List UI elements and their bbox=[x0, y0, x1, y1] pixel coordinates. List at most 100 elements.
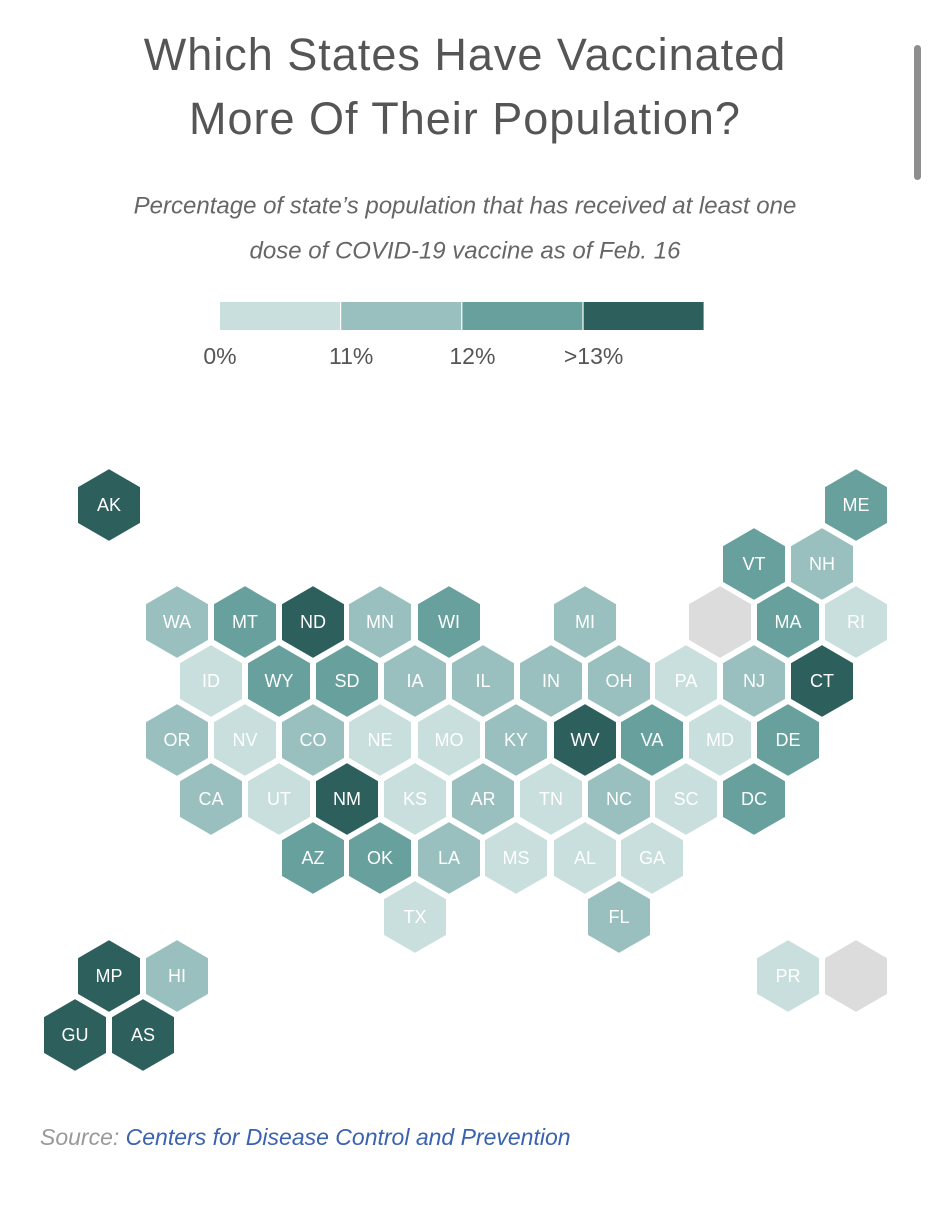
state-hex bbox=[75, 936, 143, 1016]
state-hex bbox=[686, 582, 754, 662]
state-hex bbox=[720, 641, 788, 721]
source-link[interactable]: Centers for Disease Control and Preventi… bbox=[126, 1124, 571, 1150]
state-hex bbox=[211, 700, 279, 780]
state-hex bbox=[720, 524, 788, 604]
state-label: DE bbox=[775, 730, 800, 750]
legend-swatch bbox=[220, 302, 340, 330]
state-label: WV bbox=[571, 730, 600, 750]
state-hex bbox=[585, 641, 653, 721]
state-hex bbox=[279, 700, 347, 780]
state-hex bbox=[279, 818, 347, 898]
state-hex bbox=[381, 759, 449, 839]
state-hex bbox=[313, 759, 381, 839]
state-hex bbox=[41, 995, 109, 1075]
state-hex bbox=[822, 582, 890, 662]
legend-label: >13% bbox=[564, 343, 623, 369]
state-hex bbox=[381, 641, 449, 721]
state-label: OK bbox=[367, 848, 393, 868]
state-label: PA bbox=[675, 671, 698, 691]
state-hex bbox=[313, 641, 381, 721]
state-label: AK bbox=[97, 495, 121, 515]
legend-label: 11% bbox=[329, 343, 373, 369]
state-hex bbox=[754, 700, 822, 780]
state-hex bbox=[822, 936, 890, 1016]
state-label: AL bbox=[574, 848, 596, 868]
state-label: HI bbox=[168, 966, 186, 986]
state-label: IA bbox=[406, 671, 423, 691]
state-label: WI bbox=[438, 612, 460, 632]
state-label: CO bbox=[300, 730, 327, 750]
state-label: OR bbox=[164, 730, 191, 750]
state-label: MS bbox=[503, 848, 530, 868]
state-label: MT bbox=[232, 612, 258, 632]
state-hex bbox=[245, 759, 313, 839]
state-hex bbox=[754, 582, 822, 662]
legend-label: 12% bbox=[449, 343, 495, 369]
state-label: NC bbox=[606, 789, 632, 809]
state-hex bbox=[482, 700, 550, 780]
state-label: LA bbox=[438, 848, 460, 868]
state-label: MI bbox=[575, 612, 595, 632]
state-hex bbox=[245, 641, 313, 721]
state-hex bbox=[585, 877, 653, 957]
legend-label: 0% bbox=[203, 343, 236, 369]
state-hex bbox=[346, 700, 414, 780]
state-label: PR bbox=[775, 966, 800, 986]
state-hex bbox=[754, 936, 822, 1016]
state-hex bbox=[482, 818, 550, 898]
state-hex bbox=[652, 641, 720, 721]
state-hex bbox=[517, 759, 585, 839]
state-hex bbox=[177, 759, 245, 839]
scrollbar bbox=[914, 45, 921, 180]
state-label: ID bbox=[202, 671, 220, 691]
state-hex bbox=[449, 641, 517, 721]
state-label: NV bbox=[232, 730, 257, 750]
state-label: WY bbox=[265, 671, 294, 691]
state-hex bbox=[346, 582, 414, 662]
state-hex bbox=[415, 700, 483, 780]
state-label: TN bbox=[539, 789, 563, 809]
state-hex bbox=[517, 641, 585, 721]
state-hex bbox=[618, 818, 686, 898]
state-hex bbox=[551, 582, 619, 662]
state-label: MA bbox=[775, 612, 802, 632]
state-hex bbox=[211, 582, 279, 662]
state-label: SC bbox=[673, 789, 698, 809]
state-label: KS bbox=[403, 789, 427, 809]
state-label: OH bbox=[606, 671, 633, 691]
state-label: FL bbox=[608, 907, 629, 927]
state-hex bbox=[652, 759, 720, 839]
state-label: GA bbox=[639, 848, 665, 868]
state-hex bbox=[822, 465, 890, 545]
state-label: AZ bbox=[301, 848, 324, 868]
state-label: MN bbox=[366, 612, 394, 632]
state-label: SD bbox=[334, 671, 359, 691]
state-label: WA bbox=[163, 612, 191, 632]
state-hex bbox=[618, 700, 686, 780]
chart-subtitle: Percentage of state’s population that ha… bbox=[134, 192, 797, 219]
state-hex bbox=[75, 465, 143, 545]
chart-title: More Of Their Population? bbox=[189, 93, 741, 144]
state-hex bbox=[551, 818, 619, 898]
state-hex bbox=[551, 700, 619, 780]
state-label: IL bbox=[475, 671, 490, 691]
state-hex bbox=[720, 759, 788, 839]
chart-title: Which States Have Vaccinated bbox=[144, 29, 786, 80]
state-hex bbox=[686, 700, 754, 780]
state-label: VA bbox=[641, 730, 664, 750]
state-label: TX bbox=[403, 907, 426, 927]
state-label: NM bbox=[333, 789, 361, 809]
state-label: CT bbox=[810, 671, 834, 691]
legend-swatch bbox=[462, 302, 583, 330]
state-label: NJ bbox=[743, 671, 765, 691]
state-hex bbox=[143, 936, 211, 1016]
state-hex bbox=[449, 759, 517, 839]
source-label: Source: bbox=[40, 1124, 119, 1150]
state-hex bbox=[143, 582, 211, 662]
legend-swatch bbox=[583, 302, 704, 330]
state-label: MD bbox=[706, 730, 734, 750]
state-label: MP bbox=[96, 966, 123, 986]
state-label: NE bbox=[367, 730, 392, 750]
state-hex bbox=[109, 995, 177, 1075]
